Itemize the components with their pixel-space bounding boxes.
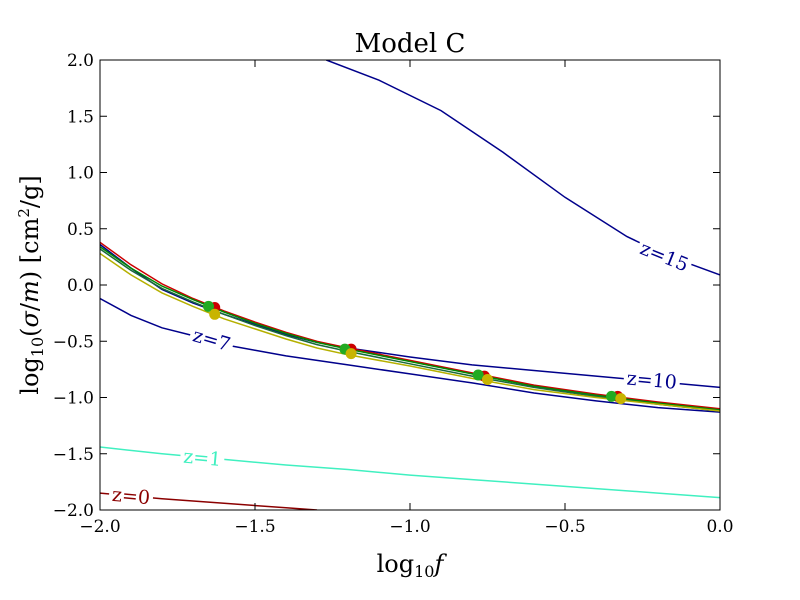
y-tick-label: 0.5	[67, 220, 94, 240]
contour-label-gap	[108, 485, 154, 508]
x-axis-label: log10f	[377, 550, 448, 581]
x-tick-label: −0.5	[544, 517, 585, 537]
contour-label-gap	[623, 369, 681, 393]
contour-label-gap	[634, 238, 694, 276]
data-point	[203, 300, 214, 312]
x-tick-label: −2.0	[79, 517, 120, 537]
plot-frame	[99, 59, 721, 511]
y-tick-label: −1.0	[53, 389, 94, 409]
contour-label-z10: z=10	[626, 367, 678, 393]
contour-label-gap	[179, 447, 226, 470]
model-curve-2	[100, 246, 720, 411]
data-point	[345, 348, 357, 360]
model-curve-4	[100, 252, 720, 412]
y-tick-label: −2.0	[53, 501, 94, 521]
y-tick-label: 0.0	[67, 276, 94, 296]
contour-label-gap	[187, 325, 236, 355]
contour-line-z15	[326, 60, 720, 276]
contour-label-z0: z=0	[111, 484, 151, 509]
chart-title: Model C	[355, 29, 466, 59]
x-tick-label: 0.0	[706, 517, 733, 537]
x-tick-label: −1.0	[389, 517, 430, 537]
x-tick-label: −1.5	[234, 517, 275, 537]
data-point	[209, 308, 221, 320]
model-curve-3	[100, 248, 720, 412]
y-tick-label: 2.0	[67, 51, 94, 71]
contour-line-z7	[100, 297, 720, 413]
y-tick-label: 1.5	[67, 107, 94, 127]
model-curve-1	[100, 241, 720, 410]
y-tick-label: −1.5	[53, 445, 94, 465]
y-tick-label: −0.5	[53, 332, 94, 352]
data-point	[482, 374, 493, 385]
y-axis-label: log10(σ/m) [cm2/g]	[15, 175, 47, 394]
contour-label-z7: z=7	[190, 324, 233, 356]
data-point	[615, 393, 627, 405]
series-group	[100, 60, 720, 510]
data-point	[606, 390, 617, 402]
plot-area: z=15 z=10 z=7 z=1 z=0 −2.0 −1.5 −1.0 −0.5 0.0 −2.0…	[53, 51, 734, 537]
data-point	[472, 369, 484, 381]
y-tick-label: 1.0	[67, 164, 94, 184]
contour-label-z15: z=15	[637, 237, 692, 276]
contour-label-z1: z=1	[182, 446, 222, 471]
